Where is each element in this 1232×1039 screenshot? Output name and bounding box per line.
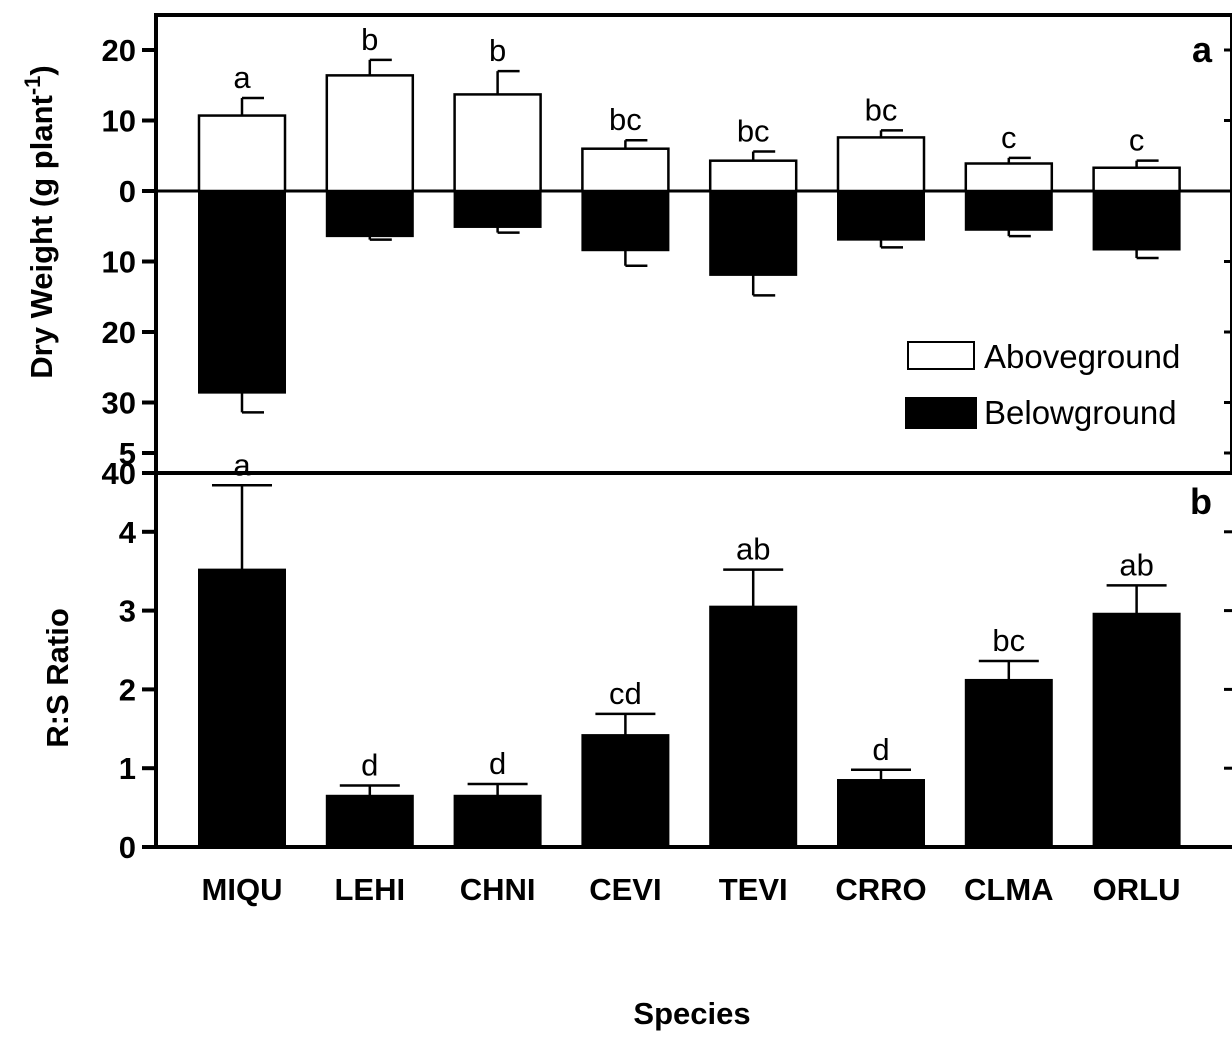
rs-sig-letter: bc xyxy=(992,623,1025,658)
panel-a-ytick-label: 10 xyxy=(102,245,136,280)
aboveground-bar-orlu xyxy=(1092,166,1181,193)
panel-a-ytick-label: 0 xyxy=(119,174,136,209)
panel-a-ylabel-close: ) xyxy=(24,65,59,75)
panel-b-ytick-label: 5 xyxy=(119,436,136,471)
aboveground-bar-cevi xyxy=(581,147,670,193)
rs-sig-letter: ab xyxy=(736,532,770,567)
rs-sig-letter: cd xyxy=(609,676,642,711)
panel-b-axis: 0 1 2 3 4 5 xyxy=(119,436,1232,865)
panel-b-bars: a d d cd ab d bc ab xyxy=(198,447,1181,849)
panel-a-ytick-label: 20 xyxy=(102,315,136,350)
legend-swatch-aboveground xyxy=(907,341,975,370)
panel-b-xlabel: Species xyxy=(633,996,750,1031)
panel-b-ytick-label: 2 xyxy=(119,672,136,707)
rs-bar-orlu xyxy=(1092,612,1181,849)
rs-bar-lehi xyxy=(325,794,414,849)
panel-a-frame xyxy=(154,13,1232,475)
category-labels: MIQU LEHI CHNI CEVI TEVI CRRO CLMA ORLU xyxy=(202,872,1181,907)
panel-a-bars: a b b bc bc bc c c xyxy=(197,22,1181,414)
panel-b-label: b xyxy=(1190,481,1212,522)
rs-bar-clma xyxy=(964,678,1053,848)
category-label-miqu: MIQU xyxy=(202,872,283,907)
panel-b-ylabel: R:S Ratio xyxy=(40,608,75,748)
legend-label-aboveground: Aboveground xyxy=(984,338,1180,375)
panel-b-ytick-label: 0 xyxy=(119,830,136,865)
panel-a-ytick-label: 40 xyxy=(102,456,136,491)
aboveground-sig-letter: c xyxy=(1001,120,1017,155)
panel-a-ylabel-main: Dry Weight (g plant xyxy=(24,95,59,379)
belowground-bar-orlu xyxy=(1092,187,1181,251)
panel-a-ytick-label: 30 xyxy=(102,386,136,421)
panel-a-ylabel: Dry Weight (g plant-1) xyxy=(20,65,59,378)
aboveground-sig-letter: a xyxy=(233,60,251,95)
panel-b-ytick-label: 1 xyxy=(119,751,136,786)
aboveground-sig-letter: b xyxy=(361,22,378,57)
category-label-clma: CLMA xyxy=(964,872,1054,907)
legend-label-belowground: Belowground xyxy=(984,394,1177,431)
rs-sig-letter: d xyxy=(872,732,889,767)
category-label-cevi: CEVI xyxy=(589,872,661,907)
category-label-lehi: LEHI xyxy=(334,872,405,907)
belowground-bar-clma xyxy=(964,187,1053,231)
aboveground-sig-letter: bc xyxy=(865,92,898,127)
rs-sig-letter: d xyxy=(361,748,378,783)
aboveground-bar-crro xyxy=(836,136,926,193)
aboveground-sig-letter: b xyxy=(489,33,506,68)
rs-bar-cevi xyxy=(581,734,670,848)
panel-a-ytick-label: 10 xyxy=(102,104,136,139)
category-label-chni: CHNI xyxy=(460,872,536,907)
rs-bar-crro xyxy=(837,779,925,849)
belowground-bar-cevi xyxy=(581,187,670,252)
category-label-tevi: TEVI xyxy=(719,872,788,907)
aboveground-bar-miqu xyxy=(197,114,287,193)
aboveground-sig-letter: bc xyxy=(737,114,770,149)
belowground-bar-chni xyxy=(453,187,542,228)
rs-sig-letter: d xyxy=(489,746,506,781)
belowground-bar-tevi xyxy=(709,187,798,276)
panel-a-ytick-label: 20 xyxy=(102,33,136,68)
aboveground-bar-tevi xyxy=(708,159,798,193)
legend-swatch-belowground xyxy=(905,397,977,429)
aboveground-bar-lehi xyxy=(325,74,415,193)
aboveground-bar-clma xyxy=(964,162,1054,193)
aboveground-sig-letter: c xyxy=(1129,123,1145,158)
category-label-crro: CRRO xyxy=(835,872,926,907)
belowground-bar-crro xyxy=(837,187,925,241)
panel-b-ytick-label: 4 xyxy=(119,515,137,550)
belowground-bar-miqu xyxy=(198,187,286,394)
rs-bar-miqu xyxy=(198,568,286,849)
aboveground-bar-chni xyxy=(453,93,542,193)
aboveground-sig-letter: bc xyxy=(609,102,642,137)
belowground-bar-lehi xyxy=(325,187,414,238)
rs-sig-letter: a xyxy=(233,447,251,482)
panel-a-axis: 20 10 0 10 20 30 40 xyxy=(102,33,1232,491)
panel-a-ylabel-superscript: -1 xyxy=(20,76,45,96)
rs-sig-letter: ab xyxy=(1119,547,1153,582)
rs-bar-tevi xyxy=(709,605,798,848)
category-label-orlu: ORLU xyxy=(1093,872,1181,907)
panel-b-ytick-label: 3 xyxy=(119,594,136,629)
panel-a-label: a xyxy=(1192,29,1213,70)
rs-bar-chni xyxy=(453,794,542,849)
